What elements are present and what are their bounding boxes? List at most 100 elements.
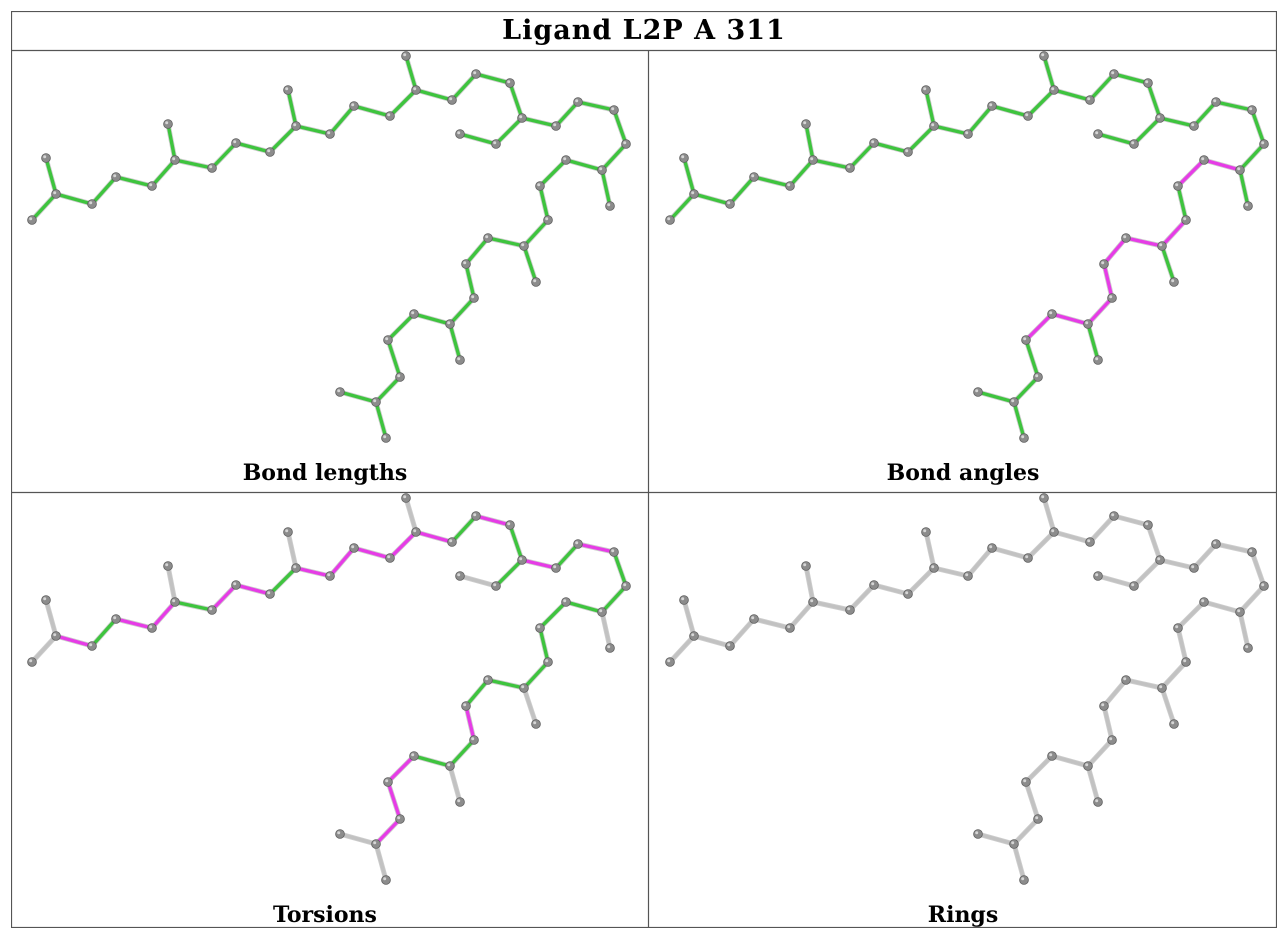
atom-45 — [381, 875, 391, 885]
bond-11 — [924, 530, 936, 570]
bond-13 — [966, 104, 994, 136]
atom-2 — [689, 189, 699, 199]
bond-31 — [1176, 184, 1188, 222]
atom-highlight — [1123, 235, 1127, 239]
bond-14 — [352, 104, 392, 118]
bond-29 — [600, 168, 612, 208]
bond-42 — [374, 375, 402, 404]
bond-26 — [1096, 132, 1136, 146]
bond-44 — [374, 400, 388, 440]
atom-39 — [409, 309, 419, 319]
atom-highlight — [457, 357, 461, 361]
bond-4 — [752, 175, 792, 188]
bond-21 — [1158, 116, 1196, 128]
bond-31 — [538, 184, 550, 222]
atom-0 — [665, 657, 675, 667]
bond-11 — [286, 530, 298, 570]
bond-43 — [976, 390, 1016, 404]
bond-17 — [1052, 88, 1092, 102]
atom-22 — [1189, 121, 1199, 131]
atom-highlight — [681, 155, 685, 159]
atom-41 — [1021, 777, 1031, 787]
atom-highlight — [209, 165, 213, 169]
validation-figure: Ligand L2P A 311 Bond lengths Bond angle… — [11, 11, 1277, 928]
atom-highlight — [1101, 703, 1105, 707]
atom-highlight — [599, 609, 603, 613]
bond-31 — [538, 626, 550, 664]
atom-45 — [1019, 875, 1029, 885]
atom-31 — [535, 623, 545, 633]
bond-42 — [1012, 817, 1040, 846]
bond-5 — [150, 600, 177, 630]
atom-15 — [1023, 111, 1033, 121]
atom-highlight — [413, 87, 417, 91]
atom-32 — [1181, 657, 1191, 667]
atom-13 — [963, 129, 973, 139]
atom-highlight — [447, 321, 451, 325]
bond-3 — [90, 617, 118, 648]
atom-23 — [1211, 539, 1221, 549]
atom-highlight — [965, 573, 969, 577]
atom-40 — [1093, 355, 1103, 365]
panel-torsions: Torsions — [27, 493, 631, 928]
bond-17 — [1052, 530, 1092, 544]
atom-highlight — [1249, 107, 1253, 111]
atom-26 — [491, 139, 501, 149]
atom-21 — [1155, 113, 1165, 123]
bond-26 — [458, 574, 498, 588]
atom-highlight — [471, 295, 475, 299]
atom-highlight — [293, 123, 297, 127]
molecule-bond-angles — [665, 51, 1269, 443]
atom-10 — [903, 589, 913, 599]
bond-7 — [173, 158, 214, 170]
atom-21 — [517, 555, 527, 565]
atom-highlight — [449, 97, 453, 101]
bond-12 — [294, 124, 332, 136]
bond-31 — [1176, 626, 1188, 664]
atom-highlight — [1101, 261, 1105, 265]
atom-highlight — [681, 597, 685, 601]
bond-28 — [564, 600, 604, 614]
bond-44 — [374, 842, 388, 882]
atom-highlight — [1095, 357, 1099, 361]
atom-highlight — [847, 165, 851, 169]
atom-29 — [1199, 155, 1209, 165]
atom-highlight — [285, 529, 289, 533]
bond-7 — [811, 600, 852, 612]
atom-3 — [725, 199, 735, 209]
atom-7 — [170, 597, 180, 607]
atom-17 — [1049, 85, 1059, 95]
atom-highlight — [327, 573, 331, 577]
atom-highlight — [810, 599, 814, 603]
atom-4 — [749, 172, 759, 182]
atom-19 — [471, 511, 481, 521]
bond-18 — [1088, 72, 1116, 102]
atom-36 — [461, 701, 471, 711]
atom-highlight — [449, 539, 453, 543]
atom-1 — [41, 595, 51, 605]
atom-28 — [1235, 607, 1245, 617]
atom-9 — [869, 138, 879, 148]
atom-32 — [543, 215, 553, 225]
atom-17 — [1049, 527, 1059, 537]
atom-highlight — [611, 549, 615, 553]
atom-34 — [1121, 675, 1131, 685]
atom-5 — [147, 623, 157, 633]
bond-21 — [520, 116, 558, 128]
bond-12 — [932, 566, 970, 578]
atom-highlight — [727, 643, 731, 647]
atom-30 — [1243, 201, 1253, 211]
atom-11 — [921, 527, 931, 537]
bond-40 — [386, 754, 416, 784]
atom-1 — [679, 595, 689, 605]
bond-19 — [1112, 72, 1150, 85]
bond-36 — [1102, 262, 1114, 300]
atom-highlight — [537, 625, 541, 629]
atom-7 — [170, 155, 180, 165]
bond-21 — [520, 558, 558, 570]
atom-31 — [1173, 623, 1183, 633]
bond-40 — [1024, 312, 1054, 342]
atom-highlight — [165, 121, 169, 125]
atom-34 — [483, 675, 493, 685]
atom-highlight — [537, 183, 541, 187]
